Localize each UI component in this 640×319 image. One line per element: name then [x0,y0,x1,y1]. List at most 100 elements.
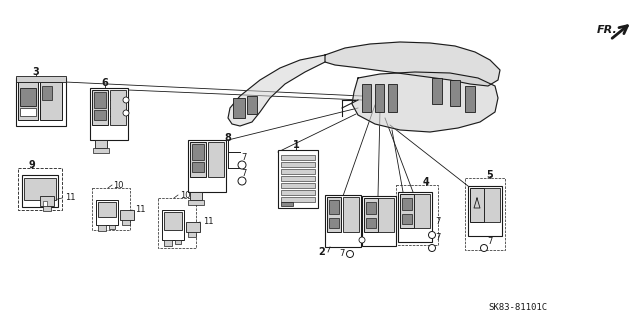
Bar [188,200,204,205]
Bar [362,84,371,112]
Bar [398,192,432,242]
Text: 1: 1 [292,140,300,150]
Bar [327,197,341,232]
Circle shape [359,237,365,243]
Circle shape [123,110,129,116]
Bar [465,178,505,250]
Bar [362,196,396,246]
Bar [95,140,107,148]
Bar [378,198,394,232]
Bar [468,186,502,236]
Bar [402,214,412,224]
Bar [90,88,128,140]
Bar [190,192,202,200]
Bar [93,148,109,153]
Bar [92,188,130,230]
Bar [98,225,106,231]
Bar [432,78,442,104]
Bar [208,142,224,177]
Bar [233,98,245,118]
Bar [470,188,484,222]
Bar [162,210,184,240]
Bar [281,183,315,188]
Bar [281,197,315,202]
Bar [110,90,126,125]
Bar [122,220,130,225]
Bar [22,175,58,207]
Bar [281,155,315,160]
Bar [325,195,361,247]
Bar [329,200,339,214]
Bar [450,80,460,106]
Bar [158,198,196,248]
Bar [388,84,397,112]
Polygon shape [325,42,500,86]
Text: 3: 3 [33,67,40,77]
Text: 11: 11 [135,205,145,214]
Bar [94,92,106,108]
Bar [40,196,54,206]
Bar [484,188,500,222]
Bar [18,168,62,210]
Bar [16,78,66,126]
Bar [281,202,293,206]
Text: SK83-81101C: SK83-81101C [488,303,547,313]
Bar [190,142,206,177]
Bar [188,232,196,237]
Text: 5: 5 [486,170,493,180]
Text: 7: 7 [435,234,441,242]
Bar [98,202,116,217]
Bar [366,218,376,228]
Bar [20,108,36,116]
Circle shape [429,244,435,251]
Text: 2: 2 [319,247,325,257]
Bar [164,240,172,246]
Bar [164,212,182,230]
Text: 7: 7 [487,238,493,247]
Text: 7: 7 [339,249,345,258]
Bar [366,202,376,214]
Bar [24,178,56,200]
Circle shape [429,232,435,239]
Text: 7: 7 [241,169,246,179]
Circle shape [123,97,129,103]
Bar [20,88,36,106]
Bar [396,185,438,245]
Bar [188,140,226,192]
Text: 9: 9 [29,160,35,170]
Bar [281,162,315,167]
Bar [329,218,339,228]
Bar [94,110,106,120]
Bar [364,198,378,232]
Circle shape [481,244,488,251]
Text: 11: 11 [65,194,76,203]
Polygon shape [228,55,325,126]
Bar [42,86,52,100]
Text: 7: 7 [435,218,441,226]
Bar [18,82,38,120]
Text: 7: 7 [241,153,246,162]
Bar [109,225,115,229]
Bar [400,194,414,228]
Text: 10: 10 [113,181,124,189]
Bar [192,162,204,172]
Bar [247,96,257,114]
Text: 10: 10 [180,190,190,199]
Bar [40,82,62,120]
Circle shape [346,250,353,257]
Text: FR.: FR. [597,25,618,35]
Bar [281,169,315,174]
Bar [43,201,47,206]
Bar [16,76,66,82]
Bar [281,190,315,195]
Text: 11: 11 [203,218,213,226]
Bar [343,197,359,232]
Polygon shape [352,72,498,132]
Bar [192,144,204,160]
Bar [175,240,181,244]
Bar [43,206,51,211]
Bar [120,210,134,220]
Bar [92,90,108,125]
Text: 8: 8 [225,133,232,143]
Bar [375,84,384,112]
